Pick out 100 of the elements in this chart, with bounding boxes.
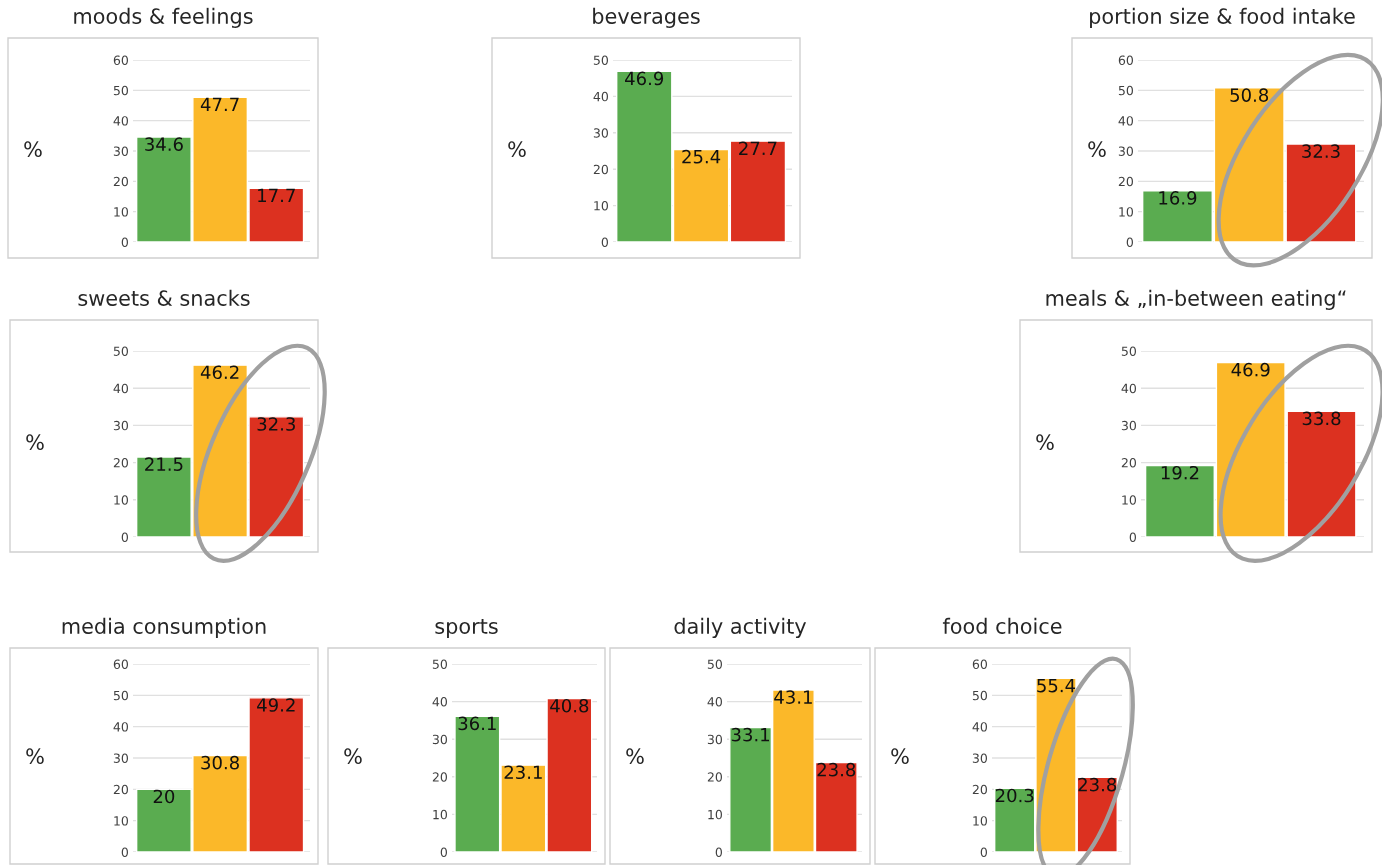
- y-tick-label: 0: [1126, 237, 1133, 247]
- y-tick-label: 0: [121, 237, 128, 247]
- y-tick-label: 10: [433, 809, 447, 820]
- data-label: 50.8: [1230, 88, 1269, 102]
- y-tick-label: 40: [972, 722, 987, 732]
- y-tick-label: 30: [707, 734, 722, 745]
- data-label: 46.2: [200, 365, 239, 380]
- y-tick-label: 10: [594, 201, 608, 211]
- data-label: 23.8: [1078, 777, 1117, 792]
- y-tick-label: 30: [1118, 146, 1133, 156]
- y-tick-label: 50: [593, 55, 608, 65]
- y-tick-label: 0: [601, 237, 608, 247]
- data-label: 34.6: [145, 137, 183, 152]
- y-tick-label: 20: [113, 784, 128, 795]
- data-label: 49.2: [257, 698, 295, 712]
- y-tick-label: 0: [715, 847, 722, 857]
- y-axis-title: %: [26, 434, 44, 451]
- y-tick-label: 40: [113, 722, 128, 732]
- y-tick-label: 20: [1121, 458, 1136, 468]
- data-label: 46.9: [625, 71, 664, 86]
- data-label: 23.8: [817, 762, 856, 777]
- y-tick-label: 0: [1129, 532, 1136, 542]
- chart-title: meals & „in-between eating“: [1046, 289, 1346, 310]
- data-label: 40.8: [550, 698, 589, 713]
- y-axis-title: %: [26, 748, 44, 765]
- y-tick-label: 40: [1118, 116, 1133, 126]
- y-tick-label: 30: [113, 753, 128, 763]
- y-tick-label: 40: [593, 91, 608, 102]
- data-label: 27.7: [739, 141, 777, 155]
- y-tick-label: 30: [113, 146, 128, 156]
- y-tick-label: 60: [1118, 55, 1133, 65]
- y-tick-label: 0: [121, 532, 128, 542]
- y-tick-label: 50: [113, 85, 128, 96]
- y-axis-title: %: [1088, 141, 1106, 158]
- data-label: 20: [153, 789, 175, 804]
- y-tick-label: 50: [432, 659, 447, 669]
- y-tick-label: 20: [1118, 176, 1133, 187]
- data-label: 20.3: [995, 788, 1034, 803]
- y-tick-label: 30: [1121, 420, 1136, 431]
- y-tick-label: 30: [432, 734, 447, 745]
- data-label: 33.8: [1302, 411, 1341, 426]
- chart-title: beverages: [593, 7, 700, 28]
- y-tick-label: 20: [593, 164, 608, 175]
- data-label: 21.5: [145, 457, 183, 471]
- y-tick-label: 40: [113, 116, 128, 126]
- y-axis-title: %: [24, 141, 42, 158]
- data-label: 43.1: [774, 690, 812, 704]
- y-tick-label: 50: [707, 659, 722, 669]
- data-label: 46.9: [1231, 362, 1270, 377]
- y-axis-title: %: [1036, 434, 1054, 451]
- y-tick-label: 0: [980, 847, 987, 857]
- y-tick-label: 10: [114, 816, 128, 826]
- y-tick-label: 20: [707, 772, 722, 782]
- y-tick-label: 40: [113, 383, 128, 394]
- chart-title: media consumption: [62, 617, 266, 638]
- data-label: 47.7: [200, 97, 239, 112]
- y-tick-label: 50: [1121, 346, 1136, 356]
- y-tick-label: 50: [113, 346, 128, 356]
- data-label: 32.3: [1302, 144, 1340, 158]
- y-axis-title: %: [344, 748, 362, 765]
- y-tick-label: 50: [972, 690, 987, 701]
- y-tick-label: 50: [113, 690, 128, 701]
- y-tick-label: 10: [1119, 207, 1133, 217]
- data-label: 36.1: [458, 716, 496, 731]
- chart-title: portion size & food intake: [1090, 7, 1355, 28]
- data-label: 25.4: [682, 149, 721, 164]
- y-tick-label: 20: [113, 458, 128, 468]
- y-axis-title: %: [626, 748, 644, 765]
- y-tick-label: 30: [593, 128, 608, 138]
- y-tick-label: 30: [972, 753, 987, 763]
- y-tick-label: 10: [973, 816, 987, 826]
- y-tick-label: 20: [113, 176, 128, 187]
- y-axis-title: %: [508, 141, 526, 158]
- y-tick-label: 20: [972, 784, 987, 795]
- y-tick-label: 20: [432, 772, 447, 782]
- y-tick-label: 10: [708, 809, 722, 820]
- y-tick-label: 10: [1122, 495, 1136, 505]
- data-label: 55.4: [1037, 678, 1076, 693]
- data-label: 32.3: [257, 417, 295, 431]
- data-label: 16.9: [1159, 191, 1197, 205]
- chart-title: food choice: [942, 617, 1062, 634]
- data-label: 19.2: [1161, 465, 1199, 480]
- chart-title: sports: [435, 619, 498, 638]
- y-tick-label: 10: [114, 207, 128, 217]
- y-tick-label: 60: [113, 659, 128, 669]
- data-label: 17.7: [258, 188, 295, 203]
- chart-title: moods & feelings: [74, 7, 253, 28]
- y-tick-label: 60: [113, 55, 128, 65]
- data-label: 33.1: [731, 727, 770, 742]
- y-tick-label: 40: [707, 697, 722, 707]
- y-tick-label: 40: [432, 697, 447, 707]
- y-tick-label: 30: [113, 420, 128, 431]
- y-tick-label: 10: [114, 495, 128, 505]
- y-tick-label: 60: [972, 659, 987, 669]
- y-axis-title: %: [891, 748, 909, 765]
- y-tick-label: 40: [1121, 383, 1136, 394]
- chart-title: sweets & snacks: [78, 289, 250, 306]
- y-tick-label: 0: [121, 847, 128, 857]
- chart-title: daily activity: [674, 617, 807, 638]
- y-tick-label: 0: [440, 847, 447, 857]
